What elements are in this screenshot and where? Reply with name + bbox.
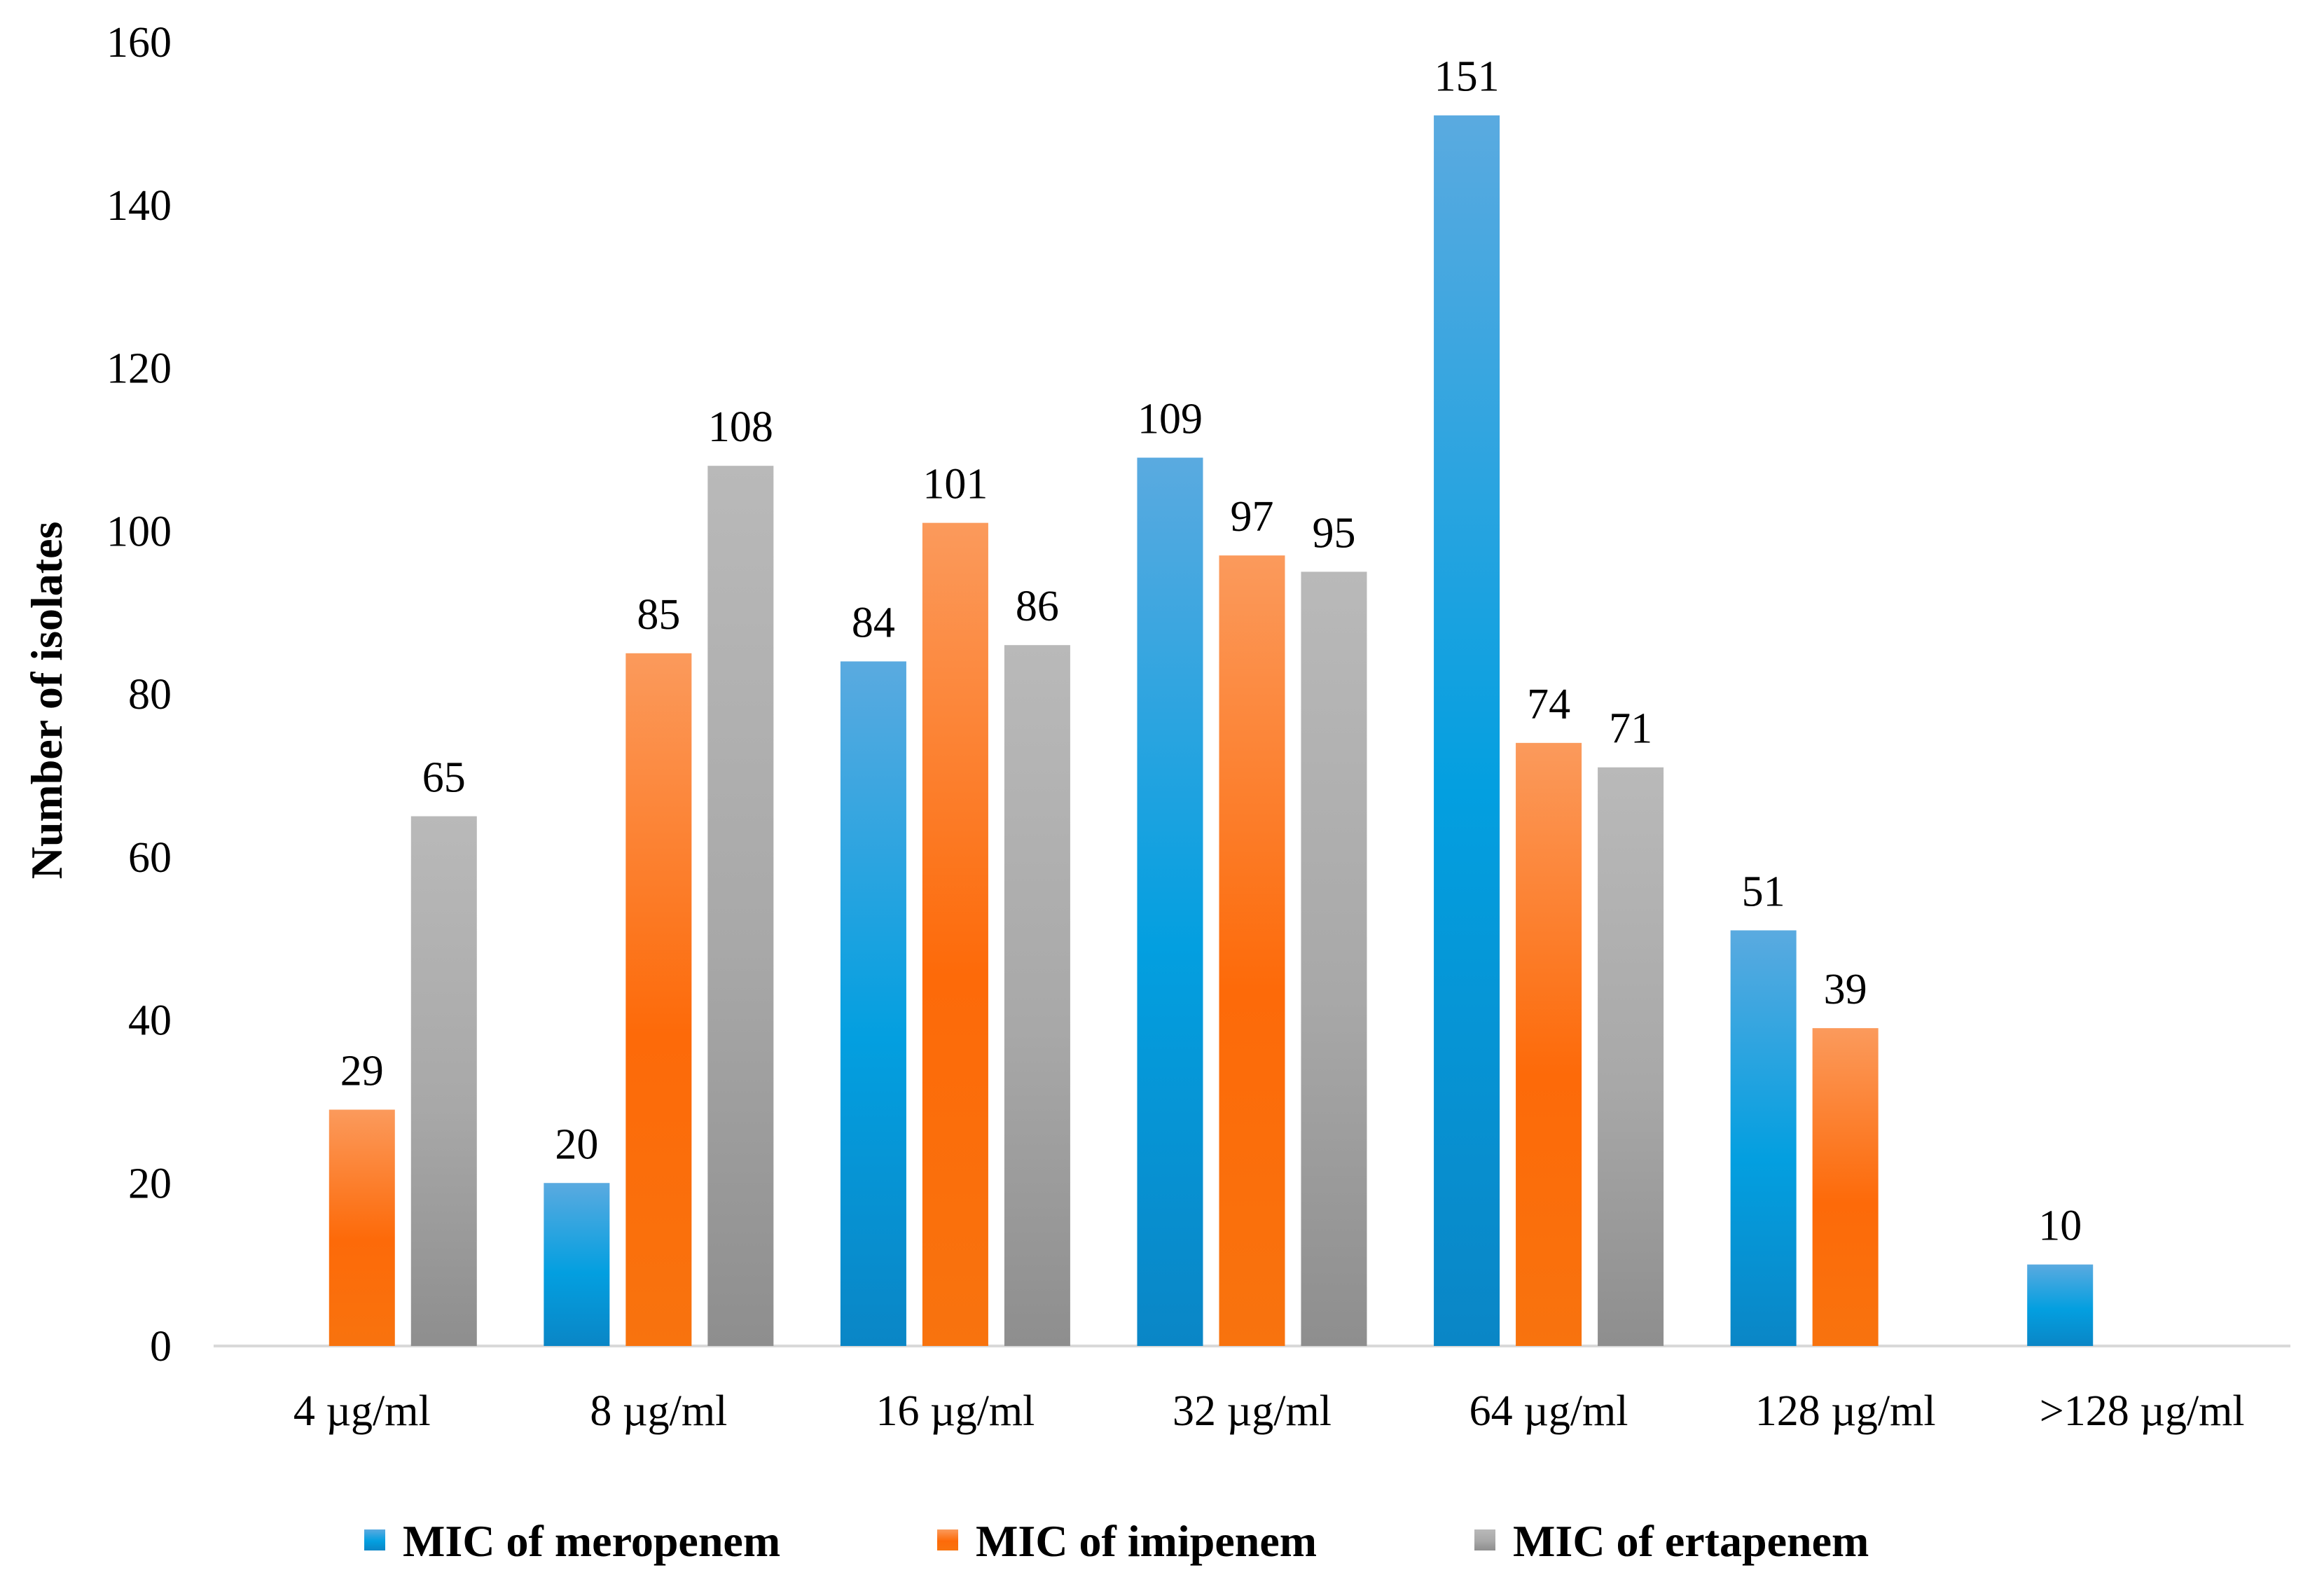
bar-mic-of-meropenem-5 bbox=[1730, 930, 1797, 1346]
x-tick-label: 16 µg/ml bbox=[876, 1387, 1035, 1435]
legend-label: MIC of ertapenem bbox=[1513, 1516, 1869, 1566]
data-label: 74 bbox=[1527, 681, 1570, 728]
bar-mic-of-ertapenem-1 bbox=[707, 466, 774, 1346]
bar-mic-of-imipenem-1 bbox=[625, 653, 692, 1346]
y-tick-label: 140 bbox=[106, 182, 172, 230]
x-tick-label: 4 µg/ml bbox=[293, 1387, 431, 1435]
data-label: 39 bbox=[1824, 966, 1867, 1013]
data-label: 20 bbox=[555, 1120, 598, 1168]
bar-mic-of-imipenem-2 bbox=[922, 522, 988, 1346]
data-label: 65 bbox=[422, 754, 466, 802]
data-label: 101 bbox=[922, 461, 988, 508]
legend-swatch bbox=[364, 1529, 385, 1550]
data-label: 10 bbox=[2038, 1202, 2082, 1250]
y-tick-label: 80 bbox=[128, 671, 172, 719]
x-tick-label: >128 µg/ml bbox=[2040, 1387, 2245, 1435]
bar-mic-of-imipenem-4 bbox=[1516, 742, 1582, 1346]
data-label: 84 bbox=[852, 599, 895, 646]
bar-mic-of-imipenem-3 bbox=[1219, 555, 1285, 1346]
x-tick-label: 64 µg/ml bbox=[1469, 1387, 1628, 1435]
data-label: 29 bbox=[340, 1048, 384, 1095]
data-label: 51 bbox=[1742, 868, 1785, 915]
data-label: 109 bbox=[1137, 396, 1203, 443]
data-label: 95 bbox=[1313, 509, 1356, 557]
legend-label: MIC of imipenem bbox=[976, 1516, 1317, 1566]
y-tick-label: 40 bbox=[128, 997, 172, 1045]
data-label: 71 bbox=[1609, 705, 1652, 753]
bar-mic-of-meropenem-2 bbox=[840, 661, 906, 1346]
bar-mic-of-imipenem-5 bbox=[1812, 1028, 1879, 1346]
x-tick-label: 32 µg/ml bbox=[1173, 1387, 1332, 1435]
data-label: 86 bbox=[1016, 583, 1059, 630]
data-label: 151 bbox=[1434, 53, 1500, 101]
y-tick-label: 60 bbox=[128, 834, 172, 882]
data-label: 108 bbox=[708, 403, 773, 451]
bar-mic-of-ertapenem-0 bbox=[410, 816, 477, 1346]
x-tick-label: 128 µg/ml bbox=[1755, 1387, 1936, 1435]
y-tick-label: 120 bbox=[106, 345, 172, 393]
bar-mic-of-meropenem-4 bbox=[1434, 115, 1500, 1346]
y-tick-label: 20 bbox=[128, 1160, 172, 1207]
bar-mic-of-ertapenem-2 bbox=[1004, 645, 1070, 1346]
bar-mic-of-imipenem-0 bbox=[328, 1109, 395, 1346]
bar-mic-of-meropenem-6 bbox=[2027, 1264, 2094, 1346]
bar-mic-of-meropenem-1 bbox=[544, 1183, 610, 1346]
legend-swatch bbox=[937, 1529, 958, 1550]
bar-mic-of-ertapenem-3 bbox=[1301, 571, 1367, 1346]
y-tick-label: 0 bbox=[150, 1323, 172, 1371]
legend-label: MIC of meropenem bbox=[403, 1516, 780, 1566]
bar-mic-of-meropenem-3 bbox=[1137, 457, 1203, 1347]
data-label: 97 bbox=[1231, 493, 1274, 541]
y-axis-label: Number of isolates bbox=[22, 522, 71, 880]
x-tick-label: 8 µg/ml bbox=[590, 1387, 727, 1435]
data-label: 85 bbox=[637, 591, 680, 639]
legend-swatch bbox=[1474, 1529, 1495, 1550]
bar-mic-of-ertapenem-4 bbox=[1598, 767, 1664, 1346]
y-tick-label: 160 bbox=[106, 19, 172, 67]
y-tick-label: 100 bbox=[106, 508, 172, 555]
